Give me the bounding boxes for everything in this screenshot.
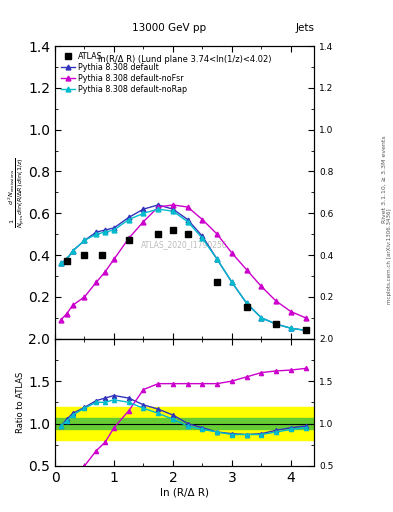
Pythia 8.308 default-noFsr bbox=[70, 302, 75, 308]
Pythia 8.308 default-noRap bbox=[185, 219, 190, 225]
Pythia 8.308 default-noFsr bbox=[200, 217, 205, 223]
Pythia 8.308 default bbox=[259, 315, 264, 321]
Pythia 8.308 default-noRap bbox=[171, 208, 175, 214]
Pythia 8.308 default-noRap bbox=[200, 236, 205, 242]
Pythia 8.308 default bbox=[200, 233, 205, 239]
ATLAS bbox=[274, 321, 279, 327]
Pythia 8.308 default-noFsr bbox=[156, 204, 161, 210]
Pythia 8.308 default bbox=[64, 256, 69, 262]
Pythia 8.308 default-noRap bbox=[112, 227, 116, 233]
Pythia 8.308 default bbox=[94, 229, 99, 235]
Pythia 8.308 default-noRap bbox=[141, 210, 146, 217]
Pythia 8.308 default-noFsr bbox=[244, 267, 249, 273]
ATLAS bbox=[244, 304, 249, 310]
ATLAS bbox=[64, 258, 69, 264]
Pythia 8.308 default-noFsr bbox=[103, 269, 108, 275]
ATLAS bbox=[303, 327, 308, 333]
Pythia 8.308 default-noFsr bbox=[64, 311, 69, 317]
Pythia 8.308 default bbox=[103, 227, 108, 233]
ATLAS bbox=[171, 227, 175, 233]
Pythia 8.308 default-noFsr bbox=[274, 298, 279, 304]
ATLAS bbox=[156, 231, 161, 237]
ATLAS bbox=[185, 231, 190, 237]
Pythia 8.308 default-noRap bbox=[82, 238, 87, 244]
Pythia 8.308 default bbox=[171, 206, 175, 212]
ATLAS bbox=[127, 238, 131, 244]
Pythia 8.308 default bbox=[141, 206, 146, 212]
Pythia 8.308 default-noFsr bbox=[112, 256, 116, 262]
Pythia 8.308 default-noRap bbox=[244, 300, 249, 306]
Y-axis label: Ratio to ATLAS: Ratio to ATLAS bbox=[17, 372, 26, 433]
Pythia 8.308 default-noFsr bbox=[230, 250, 234, 256]
Pythia 8.308 default bbox=[127, 215, 131, 221]
Pythia 8.308 default-noFsr bbox=[288, 308, 293, 314]
Pythia 8.308 default-noRap bbox=[230, 279, 234, 285]
Text: Jets: Jets bbox=[296, 23, 314, 33]
Pythia 8.308 default-noRap bbox=[259, 315, 264, 321]
Pythia 8.308 default bbox=[70, 248, 75, 254]
Pythia 8.308 default bbox=[303, 327, 308, 333]
Pythia 8.308 default-noFsr bbox=[127, 236, 131, 242]
Line: ATLAS: ATLAS bbox=[64, 227, 309, 333]
Text: ln(R/Δ R) (Lund plane 3.74<ln(1/z)<4.02): ln(R/Δ R) (Lund plane 3.74<ln(1/z)<4.02) bbox=[98, 55, 272, 64]
Pythia 8.308 default-noRap bbox=[103, 229, 108, 235]
Line: Pythia 8.308 default-noRap: Pythia 8.308 default-noRap bbox=[59, 207, 308, 333]
X-axis label: ln (R/Δ R): ln (R/Δ R) bbox=[160, 487, 209, 498]
Pythia 8.308 default bbox=[244, 300, 249, 306]
Text: 13000 GeV pp: 13000 GeV pp bbox=[132, 23, 206, 33]
ATLAS bbox=[215, 279, 220, 285]
Pythia 8.308 default bbox=[112, 225, 116, 231]
Pythia 8.308 default bbox=[82, 238, 87, 244]
Pythia 8.308 default-noRap bbox=[94, 231, 99, 237]
Pythia 8.308 default-noRap bbox=[70, 248, 75, 254]
Pythia 8.308 default-noRap bbox=[127, 217, 131, 223]
Pythia 8.308 default-noFsr bbox=[59, 317, 63, 323]
Pythia 8.308 default-noRap bbox=[156, 206, 161, 212]
Pythia 8.308 default-noRap bbox=[274, 321, 279, 327]
Line: Pythia 8.308 default: Pythia 8.308 default bbox=[59, 203, 308, 333]
Pythia 8.308 default bbox=[230, 279, 234, 285]
Legend: ATLAS, Pythia 8.308 default, Pythia 8.308 default-noFsr, Pythia 8.308 default-no: ATLAS, Pythia 8.308 default, Pythia 8.30… bbox=[59, 50, 189, 95]
Pythia 8.308 default bbox=[156, 202, 161, 208]
Pythia 8.308 default-noFsr bbox=[215, 231, 220, 237]
Pythia 8.308 default-noFsr bbox=[171, 202, 175, 208]
ATLAS bbox=[82, 252, 87, 258]
Pythia 8.308 default bbox=[185, 217, 190, 223]
Pythia 8.308 default-noRap bbox=[64, 256, 69, 262]
Pythia 8.308 default bbox=[215, 256, 220, 262]
Pythia 8.308 default-noFsr bbox=[141, 219, 146, 225]
Pythia 8.308 default bbox=[288, 325, 293, 331]
Pythia 8.308 default-noFsr bbox=[94, 279, 99, 285]
Text: ATLAS_2020_I1790256: ATLAS_2020_I1790256 bbox=[141, 241, 228, 249]
ATLAS bbox=[100, 252, 105, 258]
Text: mcplots.cern.ch [arXiv:1306.3436]: mcplots.cern.ch [arXiv:1306.3436] bbox=[387, 208, 392, 304]
Line: Pythia 8.308 default-noFsr: Pythia 8.308 default-noFsr bbox=[59, 203, 308, 323]
Pythia 8.308 default-noRap bbox=[303, 327, 308, 333]
Pythia 8.308 default bbox=[59, 261, 63, 267]
Pythia 8.308 default-noRap bbox=[288, 325, 293, 331]
Pythia 8.308 default-noFsr bbox=[259, 283, 264, 289]
Pythia 8.308 default-noFsr bbox=[185, 204, 190, 210]
Pythia 8.308 default-noRap bbox=[215, 256, 220, 262]
Pythia 8.308 default bbox=[274, 321, 279, 327]
Pythia 8.308 default-noRap bbox=[59, 261, 63, 267]
Pythia 8.308 default-noFsr bbox=[82, 294, 87, 300]
Pythia 8.308 default-noFsr bbox=[303, 315, 308, 321]
Y-axis label: $\frac{1}{N_{\mathrm{jets}}}\frac{d^2 N_{\mathrm{emissions}}}{d\ln(R/\Delta R)\,: $\frac{1}{N_{\mathrm{jets}}}\frac{d^2 N_… bbox=[6, 157, 27, 228]
Text: Rivet 3.1.10, ≥ 3.3M events: Rivet 3.1.10, ≥ 3.3M events bbox=[382, 135, 387, 223]
